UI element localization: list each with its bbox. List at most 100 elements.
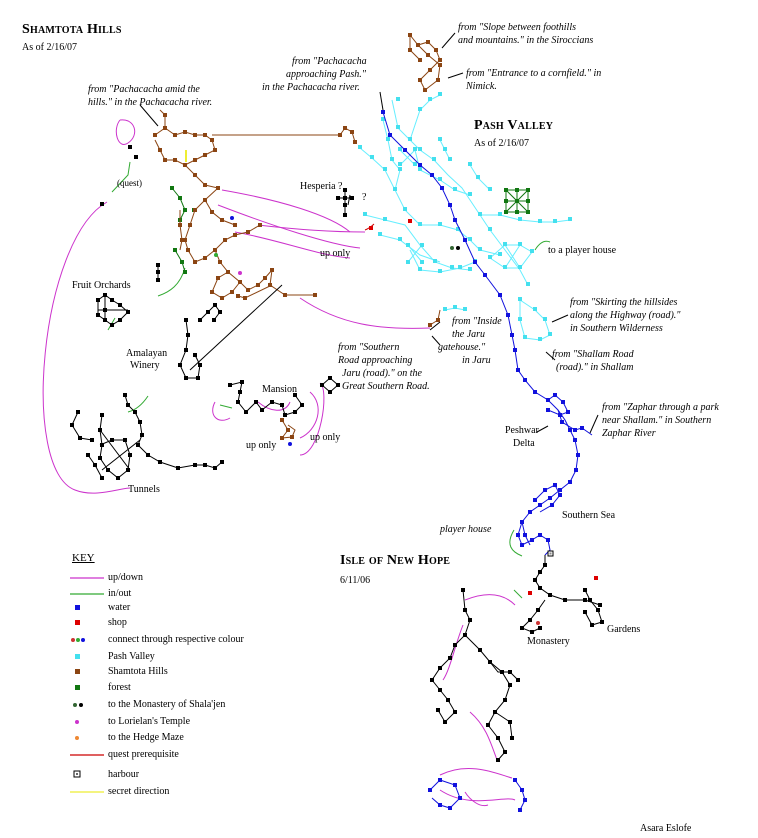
key-item: to the Hedge Maze bbox=[70, 731, 300, 745]
label-hesperia: Hesperia ? bbox=[300, 181, 343, 192]
key-label: up/down bbox=[108, 572, 143, 583]
label-from-slope-2: and mountains." in the Siroccians bbox=[458, 35, 594, 46]
special-markers bbox=[185, 150, 598, 625]
key-item: in/out bbox=[70, 587, 300, 601]
label-from-cornfield-1: from "Entrance to a cornfield." in bbox=[466, 68, 602, 79]
label-southern-4: Great Southern Road. bbox=[342, 381, 430, 392]
label-southern-1: from "Southern bbox=[338, 342, 400, 353]
label-jaru-gate-1: from "Inside bbox=[452, 316, 502, 327]
label-up-only-3: up only bbox=[310, 432, 341, 443]
key-item: secret direction bbox=[70, 785, 300, 799]
label-from-pach-pash-3: in the Pachacacha river. bbox=[262, 82, 360, 93]
label-from-cornfield-2: Nimick. bbox=[466, 81, 497, 92]
key-symbol bbox=[70, 748, 104, 762]
key-label: harbour bbox=[108, 769, 140, 780]
key-label: to Lorielan's Temple bbox=[108, 716, 191, 727]
label-from-pach-hills-1: from "Pachacacha amid the bbox=[88, 84, 200, 95]
key-symbol bbox=[70, 731, 104, 745]
pash-title: Pash Valley bbox=[474, 118, 554, 133]
forest-rooms bbox=[170, 186, 530, 274]
label-shallam-1: from "Shallam Road bbox=[552, 349, 634, 360]
key-label: Pash Valley bbox=[108, 651, 155, 662]
key-label: connect through respective colour bbox=[108, 634, 244, 645]
label-peshwar-2: Delta bbox=[513, 438, 535, 449]
key-symbol bbox=[70, 665, 104, 679]
label-skirting-2: along the Highway (road)." bbox=[570, 310, 681, 321]
key-item: quest prerequisite bbox=[70, 748, 300, 762]
key-item: harbour bbox=[70, 768, 300, 782]
label-tunnels: Tunnels bbox=[128, 484, 160, 495]
credit: Asara Eslofe bbox=[640, 823, 692, 834]
key-symbol bbox=[70, 785, 104, 799]
label-from-slope-1: from "Slope between foothills bbox=[458, 22, 576, 33]
label-amalayan-1: Amalayan bbox=[126, 348, 168, 359]
key-item: to the Monastery of Shala'jen bbox=[70, 698, 300, 712]
key-item: up/down bbox=[70, 571, 300, 585]
key-symbol bbox=[70, 571, 104, 585]
key-label: Shamtota Hills bbox=[108, 666, 168, 677]
label-zaphar-3: Zaphar River bbox=[602, 428, 656, 439]
label-from-pach-pash-2: approaching Pash." bbox=[286, 69, 366, 80]
label-southern-2: Road approaching bbox=[338, 355, 413, 366]
label-southern-sea: Southern Sea bbox=[562, 510, 616, 521]
key-label: to the Hedge Maze bbox=[108, 732, 184, 743]
label-zaphar-2: near Shallam." in Southern bbox=[602, 415, 712, 426]
label-player-house: player house bbox=[440, 524, 492, 535]
key-label: secret direction bbox=[108, 786, 170, 797]
label-from-pach-hills-2: hills." in the Pachacacha river. bbox=[88, 97, 213, 108]
key-symbol bbox=[70, 587, 104, 601]
label-jaru-gate-3: gatehouse." bbox=[438, 342, 486, 353]
key-label: quest prerequisite bbox=[108, 749, 179, 760]
pointer-lines bbox=[139, 32, 599, 434]
key-symbol bbox=[70, 715, 104, 729]
label-jaru-gate-2: the Jaru bbox=[452, 329, 486, 340]
key-symbol bbox=[70, 768, 104, 782]
label-skirting-3: in Southern Wilderness bbox=[570, 323, 663, 334]
key-item: forest bbox=[70, 681, 300, 695]
key-label: forest bbox=[108, 682, 131, 693]
label-fruit-orchards: Fruit Orchards bbox=[72, 280, 131, 291]
label-monastery: Monastery bbox=[527, 636, 570, 647]
key-symbol bbox=[70, 616, 104, 630]
newhope-date: 6/11/06 bbox=[340, 575, 371, 586]
key-label: to the Monastery of Shala'jen bbox=[108, 699, 226, 710]
label-zaphar-1: from "Zaphar through a park bbox=[602, 402, 719, 413]
key-symbol bbox=[70, 601, 104, 615]
pash-date: As of 2/16/07 bbox=[474, 138, 529, 149]
shamtota-date: As of 2/16/07 bbox=[22, 42, 77, 53]
key-label: shop bbox=[108, 617, 127, 628]
key-symbol bbox=[70, 650, 104, 664]
label-gardens: Gardens bbox=[607, 624, 641, 635]
label-to-player-house: to a player house bbox=[548, 245, 617, 256]
label-southern-3: Jaru (road)." on the bbox=[342, 368, 422, 379]
label-peshwar-1: Peshwar bbox=[505, 425, 539, 436]
newhope-title: Isle of New Hope bbox=[340, 553, 451, 568]
key-symbol bbox=[70, 681, 104, 695]
label-amalayan-2: Winery bbox=[130, 360, 160, 371]
label-from-pach-pash-1: from "Pachacacha bbox=[292, 56, 367, 67]
key-item: to Lorielan's Temple bbox=[70, 715, 300, 729]
key-item: Shamtota Hills bbox=[70, 665, 300, 679]
key-item: shop bbox=[70, 616, 300, 630]
label-skirting-1: from "Skirting the hillsides bbox=[570, 297, 678, 308]
shamtota-rooms bbox=[153, 33, 442, 440]
shamtota-title: Shamtota Hills bbox=[22, 22, 122, 37]
label-hesperia-qmark: ? bbox=[362, 192, 367, 203]
label-mansion: Mansion bbox=[262, 384, 297, 395]
updown-paths bbox=[42, 119, 516, 807]
label-up-only-1: up only bbox=[320, 248, 351, 259]
key-symbol bbox=[70, 633, 104, 647]
key-title: KEY bbox=[72, 552, 95, 564]
key-item: connect through respective colour bbox=[70, 633, 300, 647]
label-jaru-gate-4: in Jaru bbox=[462, 355, 491, 366]
key-label: in/out bbox=[108, 588, 132, 599]
label-up-only-2: up only bbox=[246, 440, 277, 451]
key-item: Pash Valley bbox=[70, 650, 300, 664]
key-symbol bbox=[70, 698, 104, 712]
label-quest: (quest) bbox=[117, 178, 142, 188]
misc-rooms bbox=[70, 145, 604, 762]
water-route bbox=[381, 110, 593, 812]
key-item: water bbox=[70, 601, 300, 615]
label-shallam-2: (road)." in Shallam bbox=[556, 362, 634, 373]
